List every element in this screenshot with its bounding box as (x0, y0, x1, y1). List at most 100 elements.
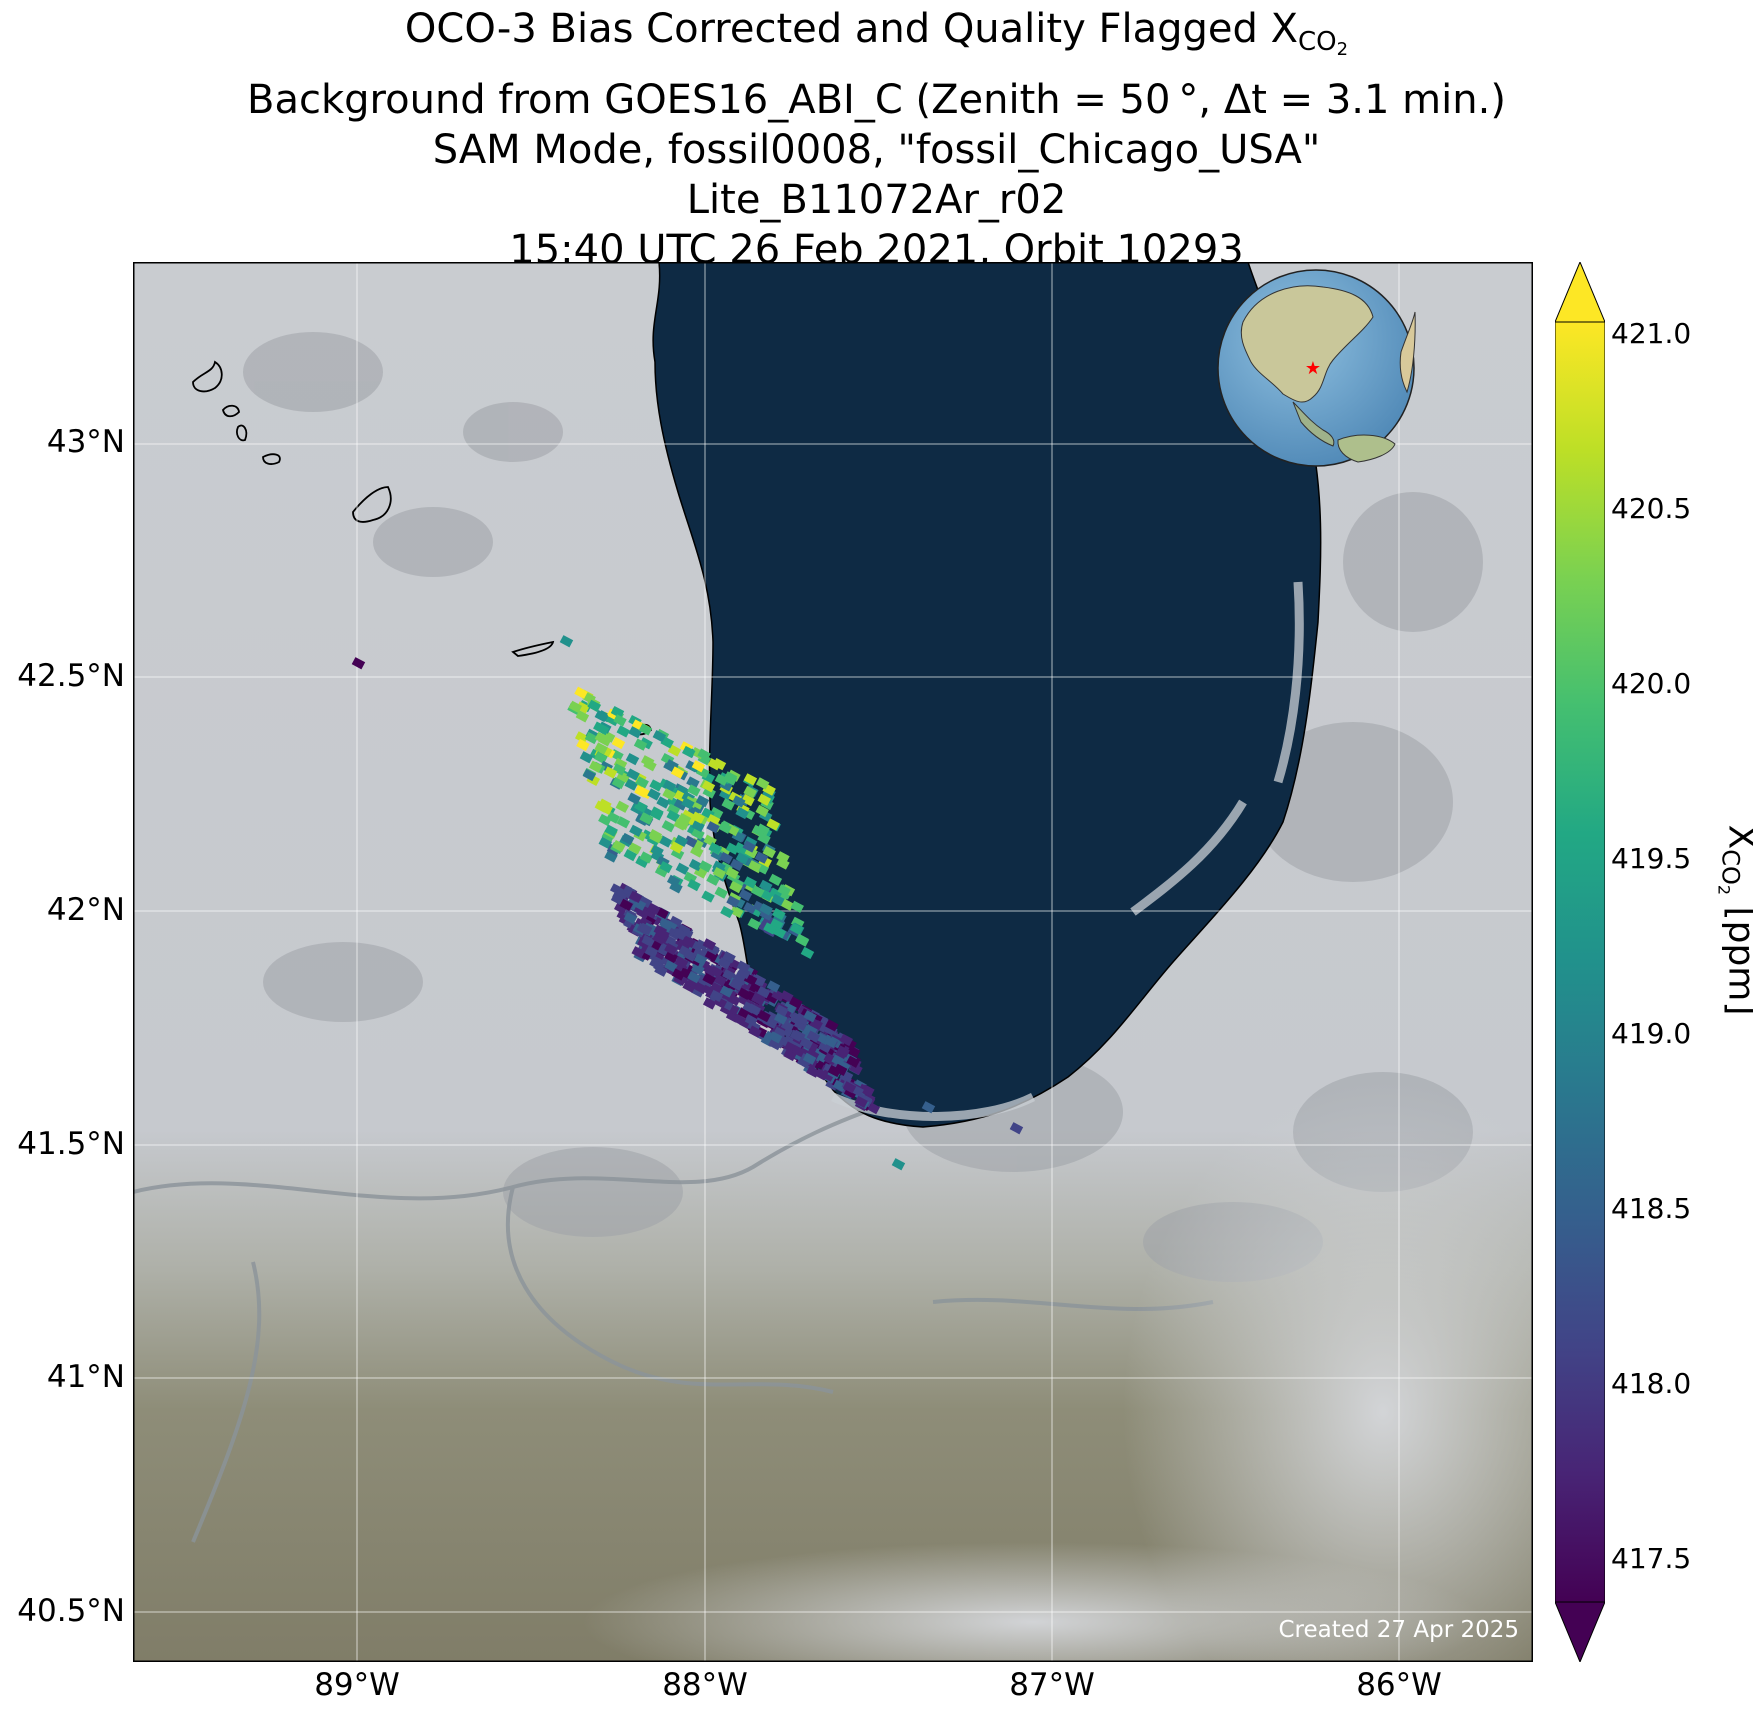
xco2-sounding (754, 851, 769, 864)
xco2-sounding (729, 905, 744, 919)
xco2-sounding (673, 798, 688, 811)
xco2-sounding (704, 949, 719, 962)
xco2-sounding (783, 1001, 797, 1014)
xco2-sounding (735, 852, 750, 865)
xco2-sounding (594, 731, 609, 745)
globe-north-america (1240, 285, 1374, 403)
xco2-sounding (620, 832, 635, 846)
xco2-sounding (664, 960, 678, 973)
xco2-sounding (776, 857, 790, 870)
xco2-sounding (763, 922, 777, 935)
xco2-sounding (789, 922, 804, 935)
xco2-sounding (702, 786, 716, 799)
xco2-sounding (736, 960, 751, 973)
xco2-sounding (734, 842, 748, 855)
xco2-sounding (776, 851, 790, 864)
xco2-sounding (773, 1026, 787, 1039)
xco2-sounding (737, 966, 751, 980)
xco2-sounding (825, 1019, 839, 1032)
xco2-sounding (789, 996, 803, 1009)
xco2-sounding (674, 834, 689, 847)
colorbar (1555, 262, 1605, 1662)
xco2-sounding (574, 686, 588, 699)
xco2-sounding (766, 818, 780, 831)
xco2-sounding (666, 810, 680, 823)
xco2-sounding (748, 1025, 762, 1038)
xco2-sounding (757, 1009, 771, 1023)
xco2-sounding (729, 858, 744, 871)
xco2-sounding (633, 738, 648, 751)
xco2-sounding (661, 820, 676, 833)
xco2-sounding (588, 760, 603, 773)
cbar-tick-419: 419.0 (1611, 1017, 1692, 1050)
xco2-sounding (836, 1045, 850, 1058)
xco2-sounding (628, 726, 642, 739)
xco2-sounding (725, 842, 740, 855)
colorbar-body (1555, 321, 1605, 1603)
xco2-sounding (743, 901, 757, 915)
xco2-sounding (695, 835, 709, 848)
xco2-sounding (682, 935, 696, 948)
xco2-sounding (667, 744, 682, 757)
xco2-sounding (639, 812, 653, 825)
xco2-sounding (652, 932, 666, 945)
lon-label-88: 88°W (662, 1667, 748, 1703)
xco2-sounding (576, 701, 590, 714)
xco2-sounding (584, 731, 599, 745)
xco2-sounding (721, 798, 735, 811)
globe-africa-edge (1399, 311, 1416, 394)
xco2-sounding (719, 985, 734, 998)
xco2-sounding (686, 776, 700, 789)
xco2-sounding (832, 1079, 847, 1093)
xco2-sounding (582, 768, 597, 782)
cbar-tick-418.5: 418.5 (1611, 1192, 1692, 1225)
xco2-sounding (722, 951, 736, 964)
xco2-sounding (674, 956, 689, 969)
title-line-4: Lite_B11072Ar_r02 (686, 177, 1067, 223)
xco2-sounding (720, 905, 734, 919)
xco2-sounding (639, 851, 653, 864)
xco2-sounding (575, 710, 590, 723)
xco2-sounding (638, 922, 653, 935)
xco2-sounding (687, 878, 701, 892)
xco2-sounding (803, 1010, 817, 1023)
xco2-sounding (662, 788, 676, 801)
cbar-tick-418: 418.0 (1611, 1367, 1692, 1400)
xco2-sounding (751, 885, 765, 898)
xco2-sounding (635, 776, 649, 789)
xco2-sounding (635, 855, 649, 868)
xco2-sounding (687, 784, 701, 797)
xco2-sounding (669, 915, 683, 928)
xco2-sounding (568, 700, 583, 713)
xco2-sounding (576, 738, 590, 752)
xco2-sounding (709, 806, 724, 820)
xco2-sounding (631, 946, 645, 959)
xco2-sounding (650, 806, 664, 819)
xco2-sounding (691, 760, 706, 773)
xco2-sounding (755, 804, 769, 818)
xco2-sounding (702, 938, 717, 951)
xco2-sounding (771, 893, 785, 907)
xco2-sounding (751, 993, 765, 1006)
map-panel[interactable]: ★ Created 27 Apr 2025 (133, 262, 1533, 1662)
xco2-sounding (587, 699, 601, 712)
globe-south-america (1337, 434, 1396, 463)
xco2-sounding (762, 846, 776, 859)
xco2-sounding (780, 990, 794, 1003)
xco2-sounding (656, 928, 670, 941)
xco2-sounding (717, 957, 732, 970)
xco2-sounding (611, 736, 626, 750)
created-credit: Created 27 Apr 2025 (1278, 1617, 1519, 1643)
xco2-sounding (790, 916, 805, 929)
xco2-sounding (723, 771, 738, 784)
xco2-sounding (772, 926, 787, 939)
xco2-sounding (603, 766, 618, 779)
xco2-sounding (738, 888, 753, 902)
xco2-sounding (615, 887, 629, 900)
xco2-sounding (743, 773, 758, 786)
xco2-sounding (741, 793, 755, 807)
xco2-sounding (625, 752, 640, 766)
xco2-sounding (634, 785, 648, 798)
xco2-sounding (701, 780, 716, 793)
colorbar-extend-top (1555, 262, 1605, 323)
